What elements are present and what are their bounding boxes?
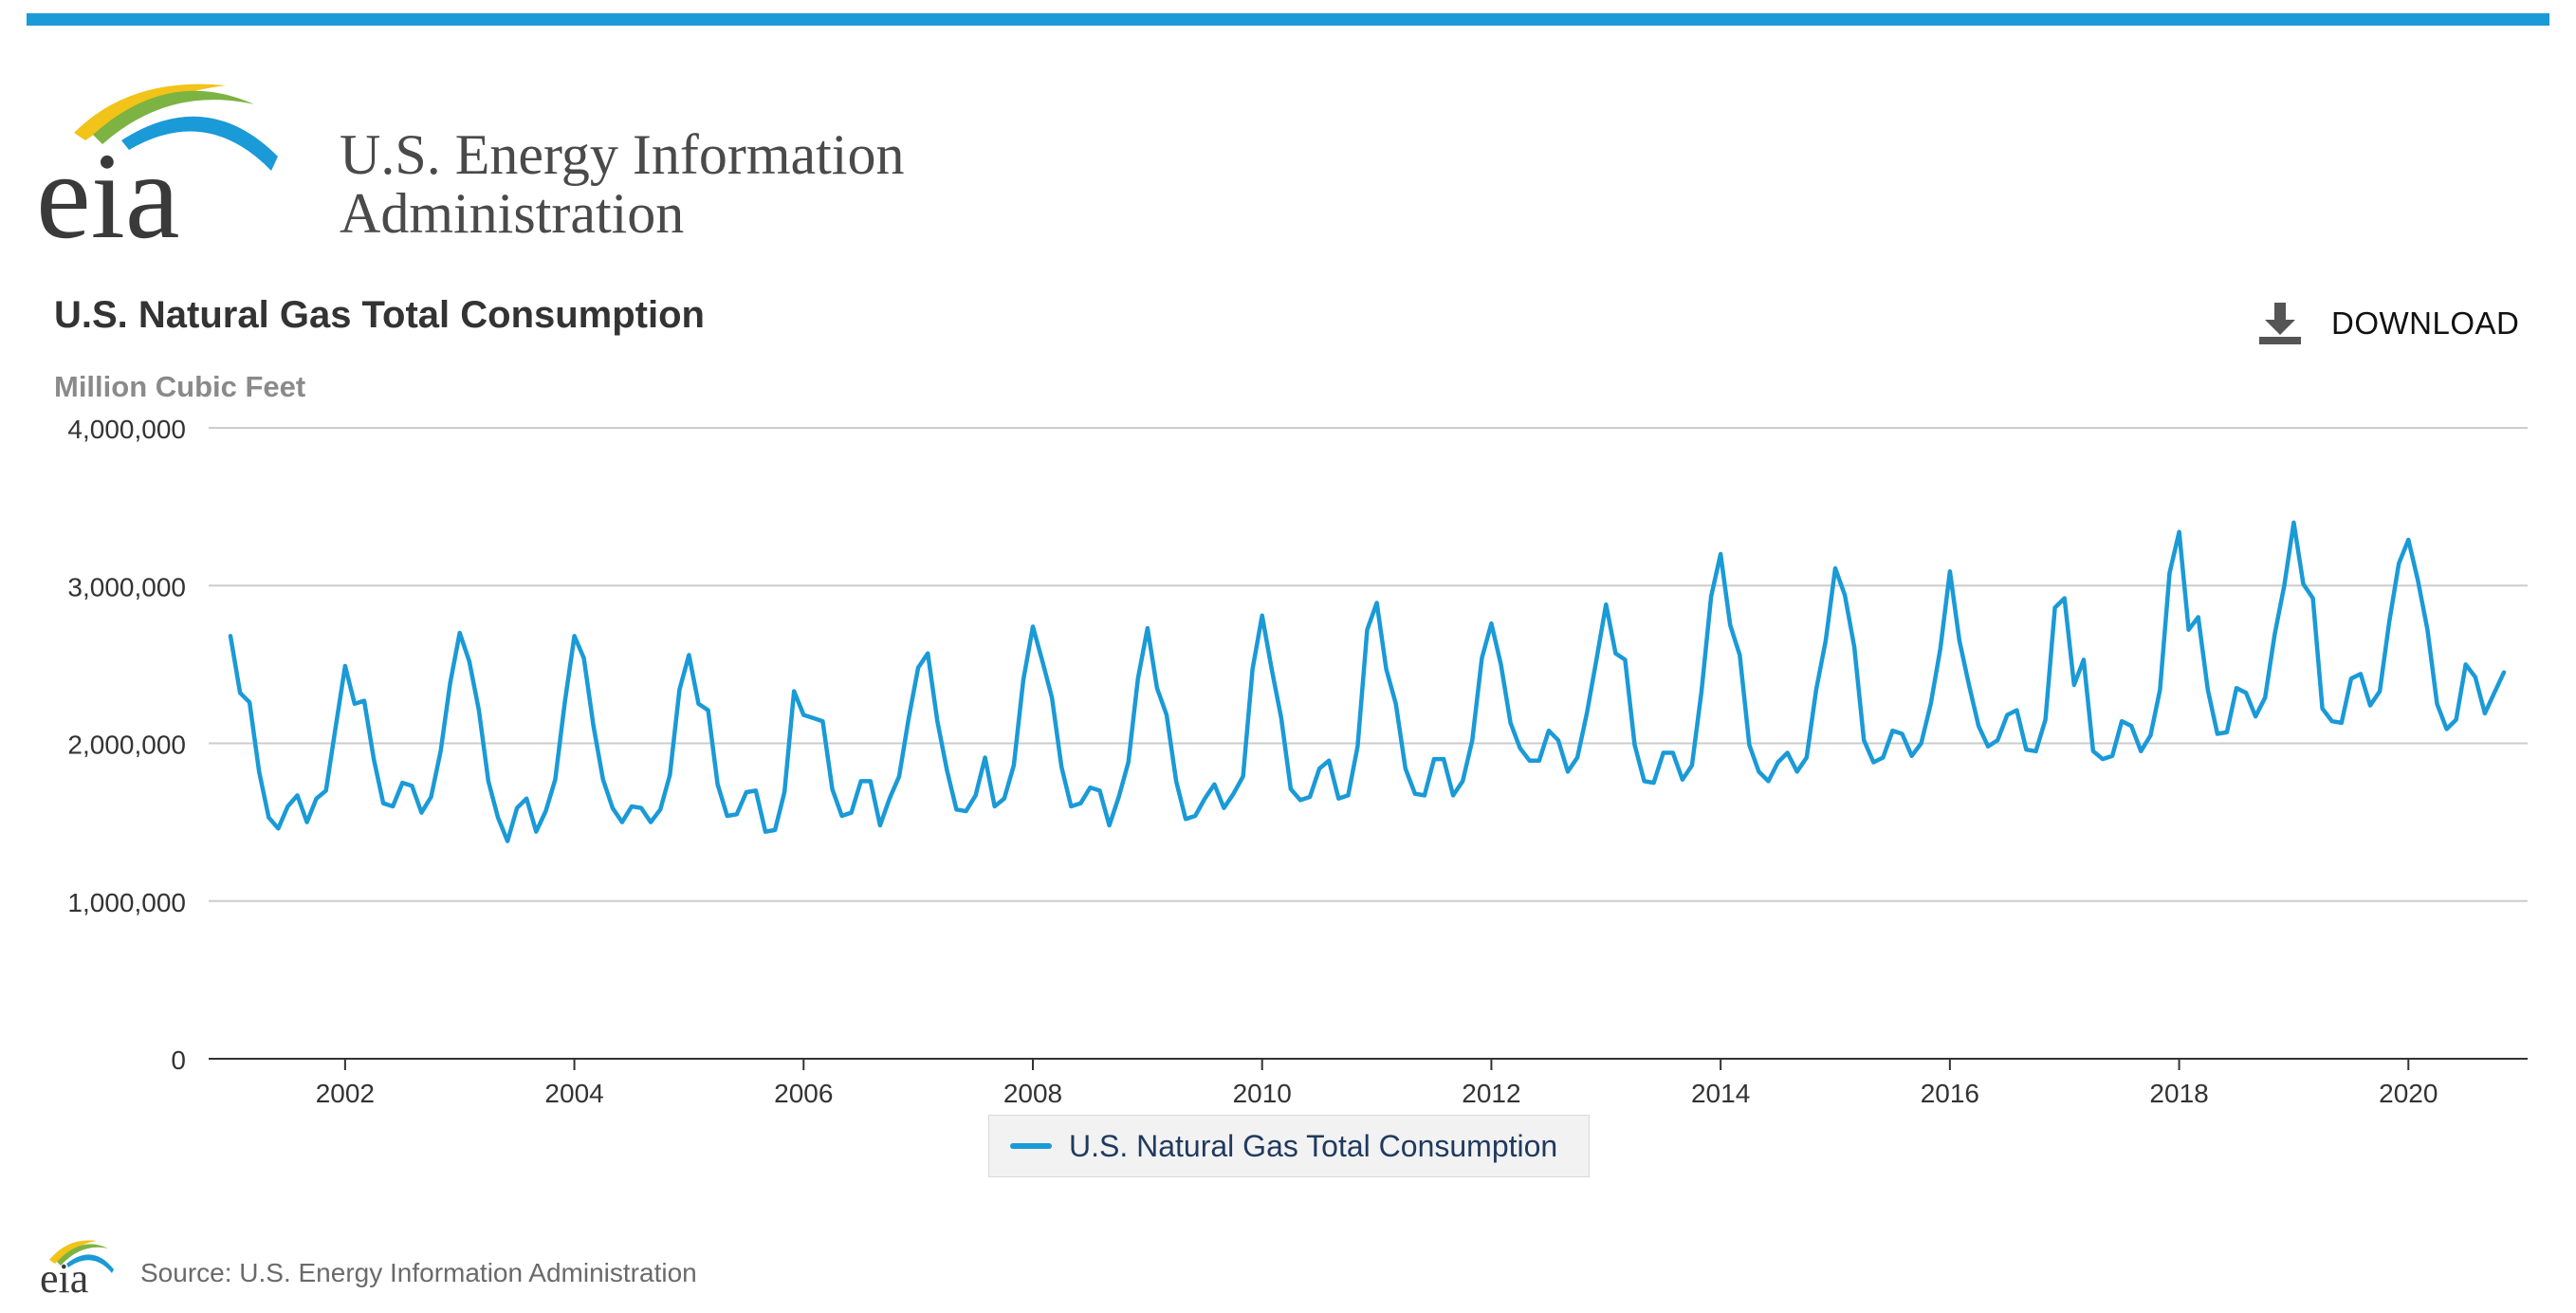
x-tick-label: 2004: [544, 1079, 603, 1108]
svg-text:eia: eia: [40, 1255, 88, 1296]
footer-logo-graphic: eia: [40, 1240, 114, 1302]
eia-logo-graphic: eia: [36, 83, 278, 265]
chart-title: U.S. Natural Gas Total Consumption: [54, 294, 705, 336]
y-tick-label: 4,000,000: [67, 415, 186, 444]
x-tick-label: 2002: [316, 1079, 375, 1108]
y-tick-label: 2,000,000: [67, 730, 186, 760]
legend-label: U.S. Natural Gas Total Consumption: [1069, 1128, 1558, 1163]
x-tick-label: 2020: [2379, 1079, 2438, 1108]
org-name-line2: Administration: [340, 182, 685, 245]
x-tick-label: 2018: [2149, 1079, 2208, 1108]
footer-eia-logo: eia: [40, 1233, 116, 1302]
x-tick-label: 2006: [774, 1079, 833, 1108]
top-accent-bar: [27, 13, 2549, 26]
legend-swatch: [1010, 1143, 1052, 1149]
series-line: [228, 520, 2507, 843]
x-tick-label: 2012: [1462, 1079, 1520, 1108]
x-tick-label: 2014: [1691, 1079, 1750, 1108]
line-chart: 0 1,000,000 2,000,000 3,000,000 4,000,000 200…: [67, 415, 2528, 1108]
y-tick-label: 1,000,000: [67, 888, 186, 917]
source-note: Source: U.S. Energy Information Administ…: [140, 1258, 697, 1287]
download-label: DOWNLOAD: [2331, 305, 2520, 341]
org-name-line1: U.S. Energy Information: [340, 123, 905, 186]
x-tick-label: 2010: [1233, 1079, 1292, 1108]
x-tick-label: 2016: [1921, 1079, 1979, 1108]
svg-text:eia: eia: [36, 128, 180, 247]
chart-subtitle: Million Cubic Feet: [54, 370, 306, 403]
download-button[interactable]: DOWNLOAD: [2257, 300, 2519, 347]
download-icon: [2259, 303, 2301, 344]
legend-item[interactable]: U.S. Natural Gas Total Consumption: [988, 1115, 1590, 1177]
y-tick-label: 0: [171, 1045, 186, 1075]
y-tick-label: 3,000,000: [67, 572, 186, 601]
org-name: U.S. Energy Information Administration: [340, 125, 904, 243]
x-tick-label: 2008: [1003, 1079, 1062, 1108]
eia-logo: eia: [36, 66, 283, 265]
